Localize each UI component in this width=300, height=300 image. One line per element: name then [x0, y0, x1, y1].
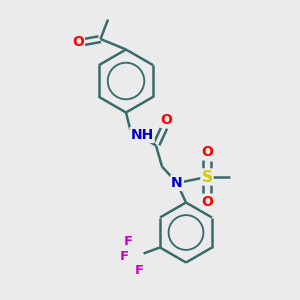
Text: S: S [202, 169, 212, 184]
Text: NH: NH [130, 128, 154, 142]
Text: N: N [171, 176, 183, 190]
Text: F: F [124, 235, 133, 248]
Text: O: O [72, 35, 84, 49]
Text: O: O [201, 146, 213, 159]
Text: F: F [119, 250, 129, 263]
Text: O: O [160, 113, 172, 127]
Text: F: F [134, 263, 144, 277]
Text: O: O [201, 195, 213, 208]
